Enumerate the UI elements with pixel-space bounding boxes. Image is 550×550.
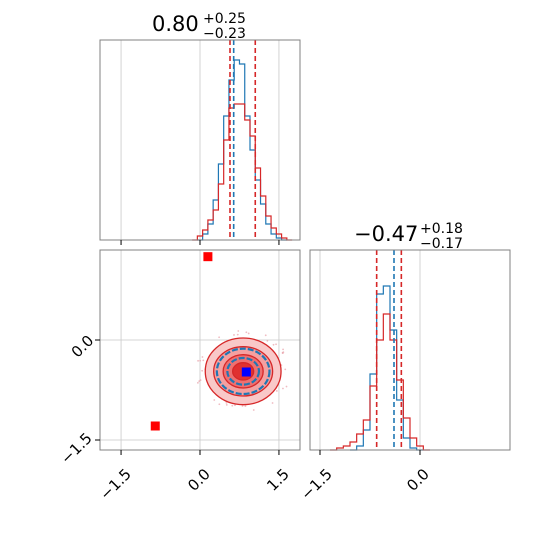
tl-title-value: 0.80	[152, 12, 199, 36]
tl-title-lower: −0.23	[203, 26, 246, 42]
bl-sample-point	[225, 403, 228, 406]
tl-ticks	[120, 240, 280, 245]
bl-blue-contour-1	[215, 347, 271, 396]
bl-sample-point	[282, 387, 284, 390]
bl-sample-point	[282, 348, 284, 351]
tl-grid	[120, 40, 280, 240]
bl-sample-point	[237, 330, 240, 332]
bl-sample-point	[225, 401, 228, 404]
bl-sample-point	[199, 359, 202, 362]
bl-sample-point	[202, 359, 205, 362]
bl-sample-point	[272, 343, 275, 346]
bl-marker-2	[241, 367, 251, 377]
bl-ytick-label-1: −1.5	[57, 429, 95, 467]
bl-sample-point	[196, 381, 199, 384]
bl-sample-point	[281, 352, 284, 355]
bl-sample-point	[199, 379, 202, 382]
bl-grid	[100, 250, 300, 450]
bl-sample-point	[213, 399, 216, 401]
br-series	[330, 285, 430, 451]
bl-sample-point	[266, 339, 269, 342]
br-ticks	[319, 450, 421, 455]
bl-blue-contour-0	[226, 356, 261, 386]
bl-xtick-label-0: −1.5	[96, 465, 134, 503]
tl-hist-series-1	[192, 103, 293, 241]
bl-sample-point	[244, 405, 247, 408]
bl-sample-point	[241, 405, 244, 407]
bl-sample-point	[285, 385, 288, 388]
bl-sample-point	[233, 334, 235, 336]
tl-quantile-lines	[229, 40, 257, 240]
bl-marker-0	[203, 252, 213, 262]
br-hist-series-1	[330, 313, 430, 451]
bl-sample-point	[275, 390, 278, 392]
br-title-lower: −0.17	[420, 236, 463, 252]
bl-ticks	[95, 339, 280, 455]
bl-marker-1	[150, 421, 160, 431]
bl-xtick-label-1: 0.0	[184, 465, 214, 495]
bl-sample-point	[275, 343, 277, 346]
bl-sample-point	[201, 356, 204, 358]
br-frame	[309, 249, 511, 451]
bl-sample-point	[218, 336, 221, 339]
bl-sample-point	[236, 333, 239, 336]
tl-series	[192, 59, 293, 241]
tl-hist-series-0	[197, 59, 287, 241]
bl-sample-point	[264, 334, 267, 337]
bl-sample-point	[234, 404, 236, 407]
bl-sample-point	[247, 332, 250, 335]
br-title-upper: +0.18	[420, 221, 463, 237]
bl-sample-point	[284, 368, 287, 371]
br-title-value: −0.47	[354, 222, 418, 246]
bl-sample-point	[218, 403, 221, 406]
bl-xtick-label-2: 1.5	[263, 465, 293, 495]
bl-markers	[150, 252, 251, 431]
bl-sample-point	[201, 369, 204, 372]
tl-title-upper: +0.25	[203, 11, 246, 27]
bl-sample-point	[252, 409, 255, 411]
bl-sample-point	[271, 402, 274, 404]
br-xtick-label-1: 0.0	[403, 465, 433, 495]
panel-bottom-left: −1.5 0.0 1.5 0.0 −1.5	[57, 249, 301, 504]
bl-sample-point	[245, 331, 248, 334]
panel-top-left: 0.80 +0.25 −0.23	[99, 11, 301, 245]
br-grid	[319, 250, 421, 450]
bl-sample-point	[231, 404, 234, 407]
br-xtick-label-0: −1.5	[297, 465, 335, 503]
br-hist-series-0	[350, 285, 424, 451]
bl-sample-point	[198, 380, 201, 383]
bl-ytick-label-0: 0.0	[68, 332, 98, 362]
panel-bottom-right: −0.47 +0.18 −0.17 −1.5 0.0	[297, 221, 511, 504]
br-quantile-lines	[375, 250, 403, 450]
bl-sample-point	[197, 359, 199, 362]
